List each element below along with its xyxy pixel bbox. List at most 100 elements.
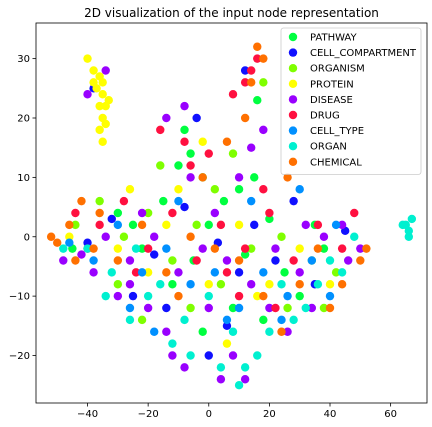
data-point-chemical <box>77 196 86 206</box>
data-point-organism <box>331 268 341 277</box>
legend-marker <box>288 48 298 57</box>
data-point-organ <box>253 351 262 360</box>
data-point-organ <box>180 315 189 325</box>
data-point-organism <box>259 78 268 87</box>
data-point-chemical <box>46 232 56 241</box>
legend-label: CELL_TYPE <box>310 126 364 137</box>
data-point-disease <box>180 363 189 372</box>
data-point-organ <box>83 244 92 253</box>
legend-marker <box>288 79 298 89</box>
data-point-chemical <box>313 244 323 253</box>
data-point-cell-compartment <box>150 250 159 259</box>
data-point-drug <box>168 208 177 218</box>
data-point-disease <box>137 208 147 218</box>
data-point-organ <box>234 380 244 390</box>
data-point-pathway <box>186 149 195 158</box>
data-point-disease <box>356 244 365 253</box>
data-point-pathway <box>259 315 268 325</box>
y-tick-label: 30 <box>17 54 30 65</box>
data-point-drug <box>222 268 232 277</box>
data-point-pathway <box>168 280 177 289</box>
data-point-pathway <box>113 208 123 218</box>
x-tick-label: 40 <box>324 409 337 420</box>
data-point-cell-compartment <box>250 220 259 230</box>
data-point-pathway <box>174 161 183 170</box>
data-point-drug <box>119 196 129 206</box>
data-point-protein <box>65 232 74 241</box>
data-point-cell-type <box>186 280 195 289</box>
data-point-disease <box>247 280 256 289</box>
data-point-disease <box>228 351 238 360</box>
data-point-cell-type <box>65 238 74 247</box>
data-point-drug <box>247 66 256 75</box>
data-point-pathway <box>253 95 262 105</box>
data-point-drug <box>337 244 347 253</box>
data-point-disease <box>101 66 110 75</box>
data-point-disease <box>113 291 123 301</box>
data-point-cell-compartment <box>180 202 189 212</box>
data-point-chemical <box>337 280 347 289</box>
data-point-organism <box>95 196 104 206</box>
data-point-drug <box>180 137 189 146</box>
data-point-chemical <box>253 42 262 51</box>
legend-marker <box>288 157 298 166</box>
data-point-organ <box>277 280 286 289</box>
data-point-organ <box>350 232 359 241</box>
data-point-protein <box>143 268 153 277</box>
data-point-disease <box>77 250 86 259</box>
data-point-protein <box>125 185 135 194</box>
data-point-chemical <box>65 220 74 230</box>
data-point-disease <box>125 280 135 289</box>
data-point-pathway <box>180 125 189 135</box>
y-axis: −20 −10 0 10 20 30 <box>9 54 36 362</box>
data-point-disease <box>89 268 98 277</box>
plot-frame <box>35 22 428 404</box>
legend-label: CELL_COMPARTMENT <box>310 48 417 59</box>
data-point-cell-type <box>89 256 98 265</box>
data-point-drug <box>131 268 141 277</box>
data-point-chemical <box>95 208 104 218</box>
data-point-disease <box>301 220 310 230</box>
data-point-drug <box>143 244 153 253</box>
data-point-chemical <box>259 54 268 63</box>
data-point-drug <box>228 90 238 99</box>
data-point-organ <box>228 327 238 336</box>
data-point-disease <box>59 256 68 265</box>
x-tick-label: 0 <box>206 409 212 420</box>
data-point-drug <box>289 256 298 265</box>
data-point-organ <box>313 280 323 289</box>
data-point-disease <box>222 256 232 265</box>
legend-marker <box>288 32 298 42</box>
data-point-disease <box>271 244 280 253</box>
data-point-organ <box>301 303 310 313</box>
legend-marker <box>288 126 298 135</box>
data-point-cell-type <box>331 220 341 230</box>
data-point-chemical <box>295 280 304 289</box>
legend: PATHWAY CELL_COMPARTMENT ORGANISM PROTEIN DI… <box>280 27 422 175</box>
data-point-organism <box>210 185 220 194</box>
data-point-protein <box>162 220 171 230</box>
data-point-disease <box>216 375 226 384</box>
data-point-cell-type <box>113 220 123 230</box>
data-point-cell-compartment <box>83 238 92 247</box>
data-point-protein <box>295 244 304 253</box>
data-point-cell-type <box>325 291 335 301</box>
data-point-cell-compartment <box>289 196 298 206</box>
legend-label: ORGAN <box>310 142 347 153</box>
data-point-pathway <box>204 220 213 230</box>
data-point-cell-compartment <box>192 113 201 123</box>
data-point-cell-compartment <box>234 268 244 277</box>
data-point-protein <box>89 78 98 87</box>
data-point-protein <box>98 90 107 99</box>
data-point-cell-type <box>277 315 286 325</box>
data-point-chemical <box>113 256 123 265</box>
data-point-protein <box>325 280 335 289</box>
data-point-organ <box>156 280 165 289</box>
data-point-chemical <box>162 268 171 277</box>
data-point-organ <box>131 244 141 253</box>
data-point-pathway <box>250 173 259 182</box>
data-point-cell-type <box>125 303 135 313</box>
data-point-organism <box>319 303 329 313</box>
legend-label: PATHWAY <box>310 33 357 44</box>
